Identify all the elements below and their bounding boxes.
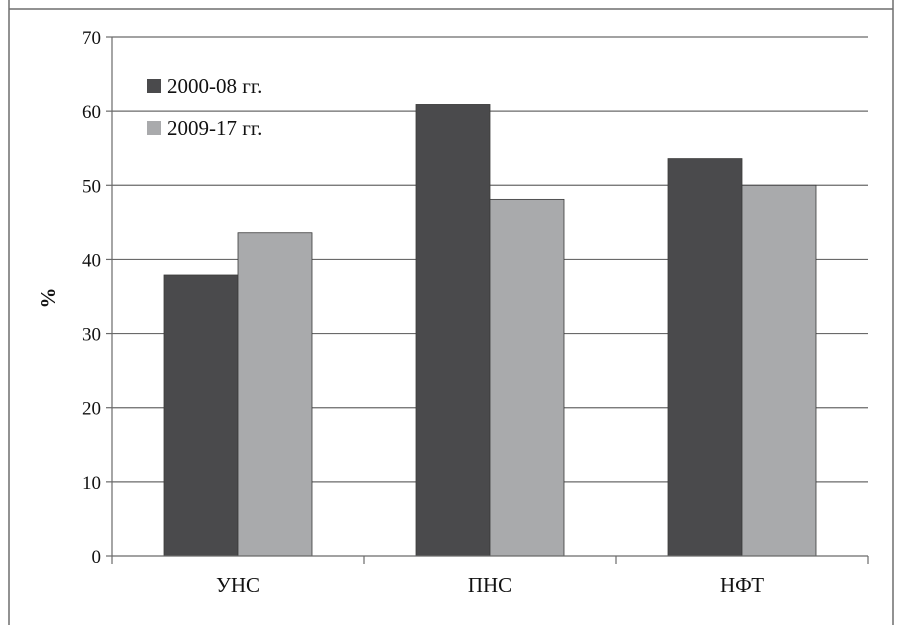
y-tick-label: 0 <box>92 547 102 568</box>
axes <box>111 37 868 557</box>
legend-label-2: 2009-17 гг. <box>167 116 262 140</box>
y-tick-label: 50 <box>82 176 101 197</box>
bar-series-1 <box>163 274 239 557</box>
bar-series-2 <box>489 198 565 557</box>
bar-series-2 <box>741 184 817 557</box>
bar-series-2 <box>237 232 313 557</box>
y-tick-label: 40 <box>82 250 101 271</box>
y-axis-label: % <box>36 288 60 309</box>
y-axis-ticks: 0 10 20 30 40 50 60 70 <box>82 28 112 568</box>
x-tick-label: ПНС <box>468 573 512 597</box>
legend-swatch-1 <box>147 79 161 93</box>
x-axis-ticks: УНС ПНС НФТ <box>111 556 869 597</box>
bar-series-1 <box>415 104 491 557</box>
bars <box>163 104 817 557</box>
y-tick-label: 70 <box>82 28 101 49</box>
y-tick-label: 10 <box>82 473 101 494</box>
legend-swatch-2 <box>147 121 161 135</box>
y-tick-label: 20 <box>82 399 101 420</box>
bar-series-1 <box>667 158 743 557</box>
legend-label-1: 2000-08 гг. <box>167 74 262 98</box>
x-tick-label: НФТ <box>720 573 764 597</box>
x-tick-label: УНС <box>216 573 260 597</box>
chart-legend: 2000-08 гг. 2009-17 гг. <box>147 74 262 140</box>
y-tick-label: 30 <box>82 325 101 346</box>
y-tick-label: 60 <box>82 102 101 123</box>
